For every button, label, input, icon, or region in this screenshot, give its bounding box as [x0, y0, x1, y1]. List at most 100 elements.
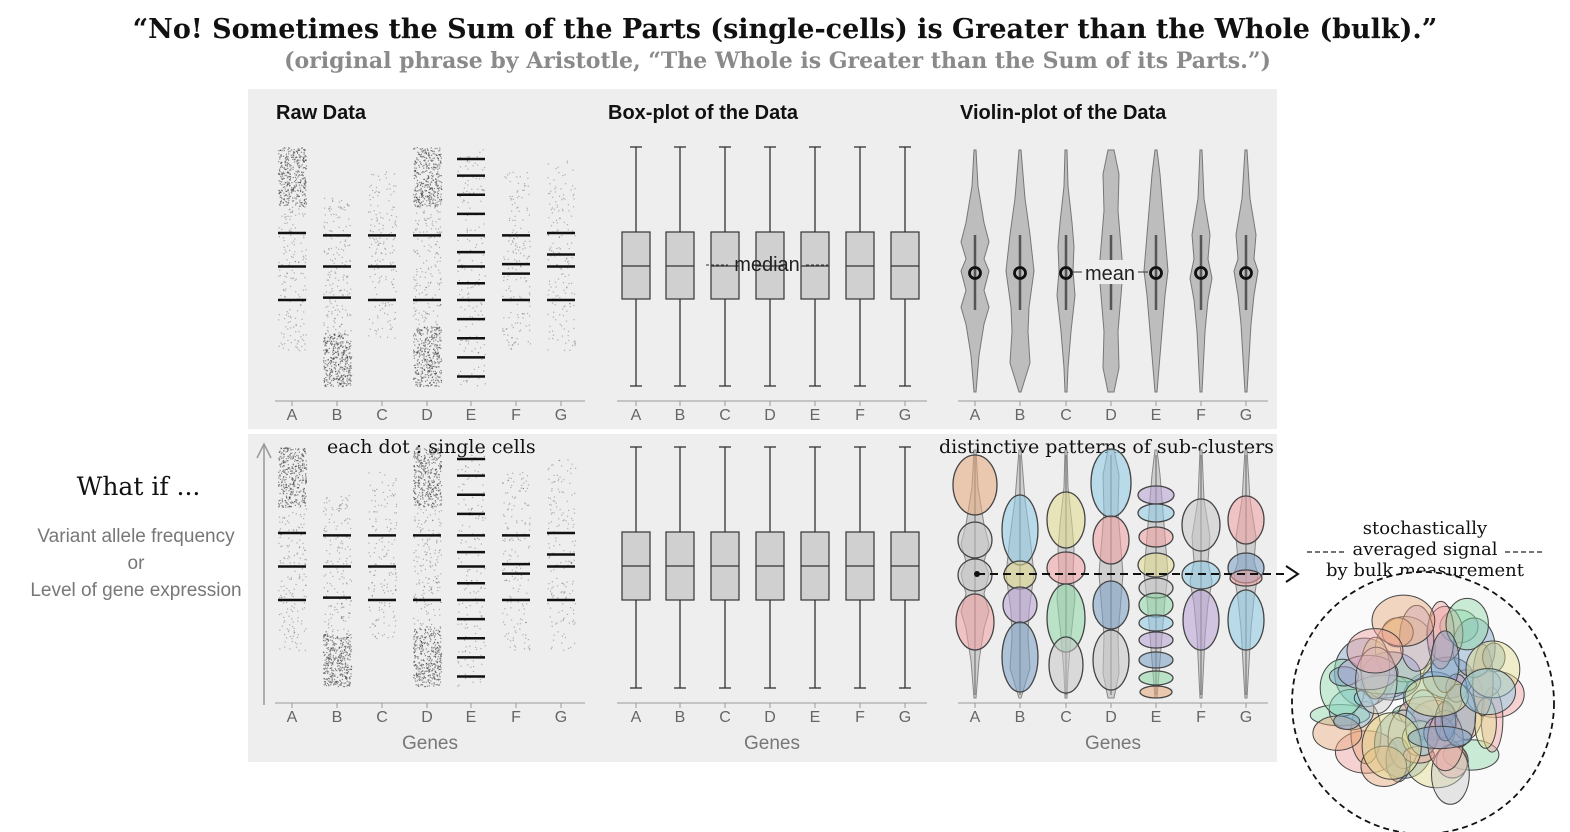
- cell-dot: [437, 679, 439, 681]
- cell-dot: [343, 645, 345, 648]
- cell-dot: [287, 546, 289, 548]
- cell-dot: [340, 684, 342, 686]
- cell-dot: [426, 374, 428, 376]
- cell-dot: [350, 365, 352, 367]
- cell-dot: [299, 296, 301, 298]
- cell-dot: [430, 504, 433, 506]
- cell-dot: [342, 230, 344, 232]
- cell-dot: [350, 330, 352, 332]
- cell-dot: [414, 644, 416, 647]
- cell-dot: [414, 167, 416, 169]
- cell-dot: [564, 260, 566, 262]
- cell-dot: [336, 657, 338, 659]
- cell-dot: [557, 278, 560, 280]
- cell-dot: [475, 178, 477, 180]
- cell-dot: [435, 352, 437, 354]
- cell-dot: [376, 488, 378, 490]
- cell-dot: [370, 224, 372, 226]
- cell-dot: [419, 353, 421, 355]
- cell-dot: [428, 492, 431, 494]
- cell-dot: [345, 651, 347, 653]
- y-axis-label: Variant allele frequency or Level of gen…: [0, 523, 272, 604]
- cell-dot: [433, 192, 435, 194]
- cell-dot: [436, 541, 438, 543]
- cell-dot: [433, 655, 435, 657]
- cell-dot: [292, 463, 294, 465]
- cell-dot: [428, 163, 430, 165]
- cell-dot: [331, 197, 333, 199]
- cell-dot: [423, 469, 425, 471]
- cell-dot: [469, 207, 471, 209]
- cell-dot: [342, 652, 344, 654]
- cell-dot: [426, 170, 428, 172]
- cell-dot: [394, 615, 396, 617]
- cell-dot: [416, 147, 418, 149]
- cell-dot: [329, 651, 331, 653]
- cell-dot: [419, 503, 421, 505]
- cell-dot: [440, 667, 442, 669]
- cell-dot: [340, 656, 342, 658]
- cell-dot: [296, 542, 298, 544]
- cell-dot: [327, 331, 329, 333]
- cell-dot: [431, 450, 433, 452]
- cell-dot: [433, 348, 435, 350]
- cell-dot: [329, 382, 331, 384]
- cell-dot: [425, 190, 427, 192]
- cell-dot: [430, 639, 432, 641]
- cell-dot: [382, 491, 385, 493]
- cell-dot: [394, 337, 396, 339]
- cell-dot: [425, 286, 427, 288]
- cell-dot: [340, 637, 342, 640]
- cell-dot: [280, 154, 282, 156]
- cell-dot: [419, 639, 421, 642]
- cell-dot: [415, 481, 417, 483]
- cell-dot: [431, 193, 433, 195]
- cell-dot: [550, 246, 552, 248]
- cell-dot: [348, 495, 350, 497]
- cell-dot: [425, 467, 427, 470]
- cell-dot: [425, 519, 427, 522]
- cell-dot: [349, 612, 351, 614]
- cell-dot: [436, 483, 438, 485]
- cell-dot: [379, 237, 381, 239]
- cell-dot: [421, 361, 424, 363]
- cell-dot: [304, 156, 306, 158]
- cell-dot: [513, 296, 515, 298]
- cell-dot: [282, 490, 285, 492]
- cell-dot: [568, 248, 570, 250]
- cell-dot: [438, 465, 440, 467]
- cell-dot: [378, 539, 380, 541]
- cell-dot: [325, 671, 327, 673]
- cell-dot: [457, 239, 459, 241]
- cell-dot: [413, 177, 415, 179]
- cell-dot: [381, 608, 383, 610]
- cell-dot: [391, 326, 393, 328]
- cell-dot: [434, 563, 436, 565]
- cell-dot: [420, 184, 422, 186]
- cell-dot: [509, 172, 511, 174]
- cell-dot: [421, 489, 423, 491]
- cell-dot: [437, 629, 439, 631]
- cell-dot: [435, 448, 437, 451]
- cell-dot: [423, 345, 425, 347]
- cell-dot: [331, 357, 333, 360]
- cell-dot: [340, 653, 342, 655]
- cell-dot: [425, 195, 427, 197]
- cell-dot: [430, 246, 432, 248]
- cell-dot: [340, 508, 342, 510]
- cell-dot: [304, 549, 306, 551]
- cell-dot: [336, 314, 339, 316]
- cell-dot: [339, 241, 342, 243]
- cell-dot: [343, 274, 345, 276]
- cell-dot: [439, 660, 441, 662]
- cell-dot: [468, 305, 470, 307]
- cell-dot: [438, 653, 440, 655]
- cell-dot: [283, 462, 285, 464]
- cell-dot: [421, 492, 423, 494]
- cell-dot: [571, 242, 573, 244]
- cell-dot: [346, 685, 348, 687]
- cell-dot: [380, 558, 382, 560]
- cell-dot: [347, 245, 349, 247]
- cell-dot: [426, 196, 428, 198]
- cell-dot: [440, 369, 442, 372]
